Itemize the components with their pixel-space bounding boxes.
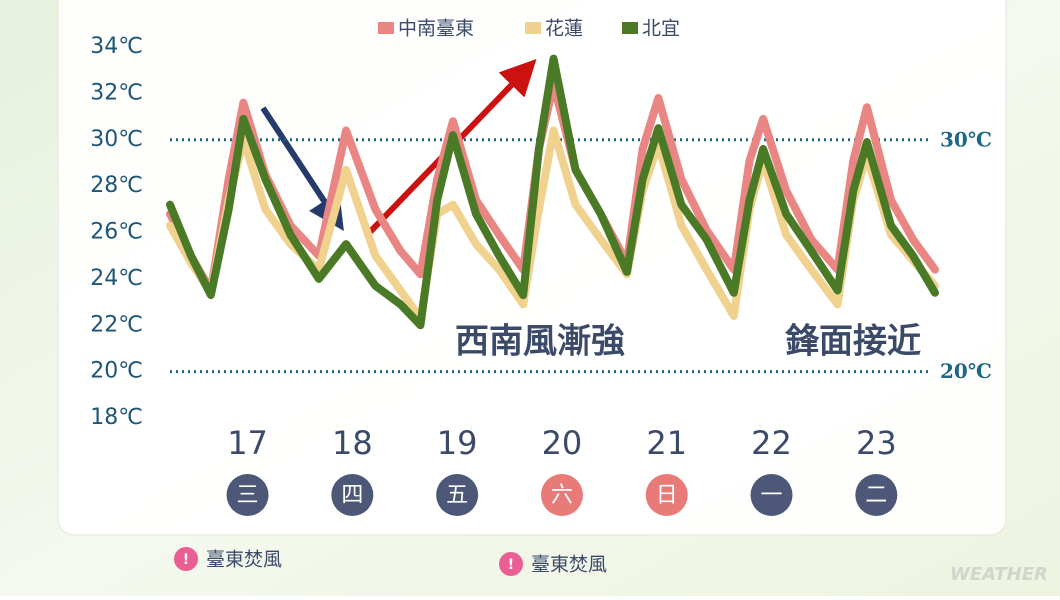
- y-tick-label: 20℃: [90, 359, 143, 384]
- annotation: 鋒面接近: [785, 322, 921, 362]
- reference-label: 30℃: [940, 127, 992, 151]
- y-tick-label: 24℃: [90, 266, 143, 291]
- weekday-badge: [750, 474, 793, 516]
- y-tick-label: 28℃: [90, 173, 143, 198]
- weekday-label: 三: [237, 483, 259, 508]
- weekday-label: 五: [446, 483, 468, 508]
- x-tick-label: 20: [542, 424, 583, 462]
- legend-label: 花蓮: [545, 18, 583, 40]
- weekday-label: 日: [656, 483, 678, 508]
- note-icon: [174, 547, 198, 571]
- weekday-label: 六: [551, 483, 573, 508]
- note-icon: [499, 552, 523, 576]
- x-tick-label: 18: [332, 424, 373, 462]
- y-tick-label: 22℃: [90, 312, 143, 337]
- weekday-label: 四: [341, 483, 363, 508]
- x-tick-label: 21: [646, 424, 687, 462]
- note: 臺東焚風: [206, 549, 282, 571]
- x-tick-label: 17: [227, 424, 268, 462]
- weekday-badge: [855, 474, 898, 516]
- annotation: 西南風漸強: [455, 322, 625, 362]
- y-tick-label: 34℃: [90, 34, 143, 59]
- y-tick-label: 18℃: [90, 405, 143, 430]
- weekday-badge: [436, 474, 479, 516]
- weekday-label: 二: [865, 483, 887, 508]
- y-tick-label: 26℃: [90, 220, 143, 245]
- weekday-badge: [540, 474, 583, 516]
- legend-label: 中南臺東: [398, 18, 474, 40]
- series-line: [166, 54, 939, 330]
- legend-label: 北宜: [642, 18, 680, 40]
- legend-swatch: [525, 22, 541, 34]
- y-tick-label: 32℃: [90, 80, 143, 105]
- weekday-badge: [331, 474, 374, 516]
- x-tick-label: 23: [856, 424, 897, 462]
- legend-swatch: [378, 22, 394, 34]
- series-line: [166, 126, 939, 323]
- note: 臺東焚風: [531, 554, 607, 576]
- legend-swatch: [622, 22, 638, 34]
- note-icon-mark: !: [508, 557, 514, 573]
- x-tick-label: 22: [751, 424, 792, 462]
- weekday-badge: [645, 474, 688, 516]
- weekday-label: 一: [761, 483, 783, 508]
- y-tick-label: 30℃: [90, 127, 143, 152]
- weekday-badge: [226, 474, 269, 516]
- note-icon-mark: !: [183, 552, 189, 568]
- reference-label: 20℃: [940, 359, 992, 383]
- arrow: [260, 106, 344, 232]
- watermark: WEATHER: [950, 564, 1048, 585]
- x-tick-label: 19: [437, 424, 478, 462]
